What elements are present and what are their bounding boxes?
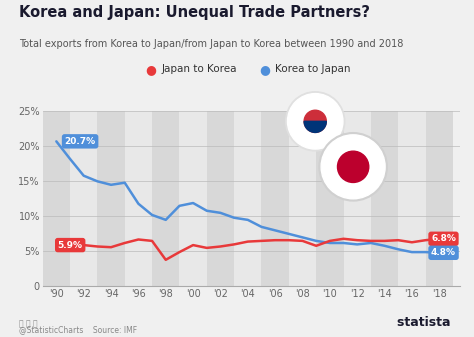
- Text: Total exports from Korea to Japan/from Japan to Korea between 1990 and 2018: Total exports from Korea to Japan/from J…: [19, 39, 403, 49]
- Bar: [371, 111, 398, 286]
- Bar: [152, 111, 180, 286]
- Text: Korea and Japan: Unequal Trade Partners?: Korea and Japan: Unequal Trade Partners?: [19, 5, 370, 20]
- Bar: [262, 111, 289, 286]
- Bar: [180, 111, 207, 286]
- Text: Korea to Japan: Korea to Japan: [275, 64, 350, 74]
- Bar: [426, 111, 453, 286]
- Bar: [316, 111, 344, 286]
- Bar: [398, 111, 426, 286]
- Text: 20.7%: 20.7%: [64, 137, 96, 146]
- Bar: [43, 111, 70, 286]
- Bar: [207, 111, 234, 286]
- Bar: [344, 111, 371, 286]
- Wedge shape: [304, 121, 326, 132]
- Circle shape: [304, 110, 326, 132]
- Text: ●: ●: [259, 63, 270, 75]
- Text: Japan to Korea: Japan to Korea: [161, 64, 237, 74]
- Bar: [234, 111, 262, 286]
- Circle shape: [321, 135, 385, 199]
- Bar: [125, 111, 152, 286]
- Circle shape: [287, 94, 343, 149]
- Bar: [70, 111, 97, 286]
- Text: 4.8%: 4.8%: [431, 248, 456, 257]
- Text: 6.8%: 6.8%: [431, 234, 456, 243]
- Bar: [97, 111, 125, 286]
- Text: 5.9%: 5.9%: [58, 241, 82, 250]
- Bar: [289, 111, 316, 286]
- Circle shape: [319, 133, 387, 201]
- Circle shape: [337, 151, 369, 182]
- Text: @StatisticCharts    Source: IMF: @StatisticCharts Source: IMF: [19, 325, 137, 334]
- Text: ⓒ ⓘ ⓔ: ⓒ ⓘ ⓔ: [19, 319, 37, 329]
- Text: ●: ●: [146, 63, 156, 75]
- Text: statista: statista: [397, 315, 455, 329]
- Circle shape: [286, 92, 345, 151]
